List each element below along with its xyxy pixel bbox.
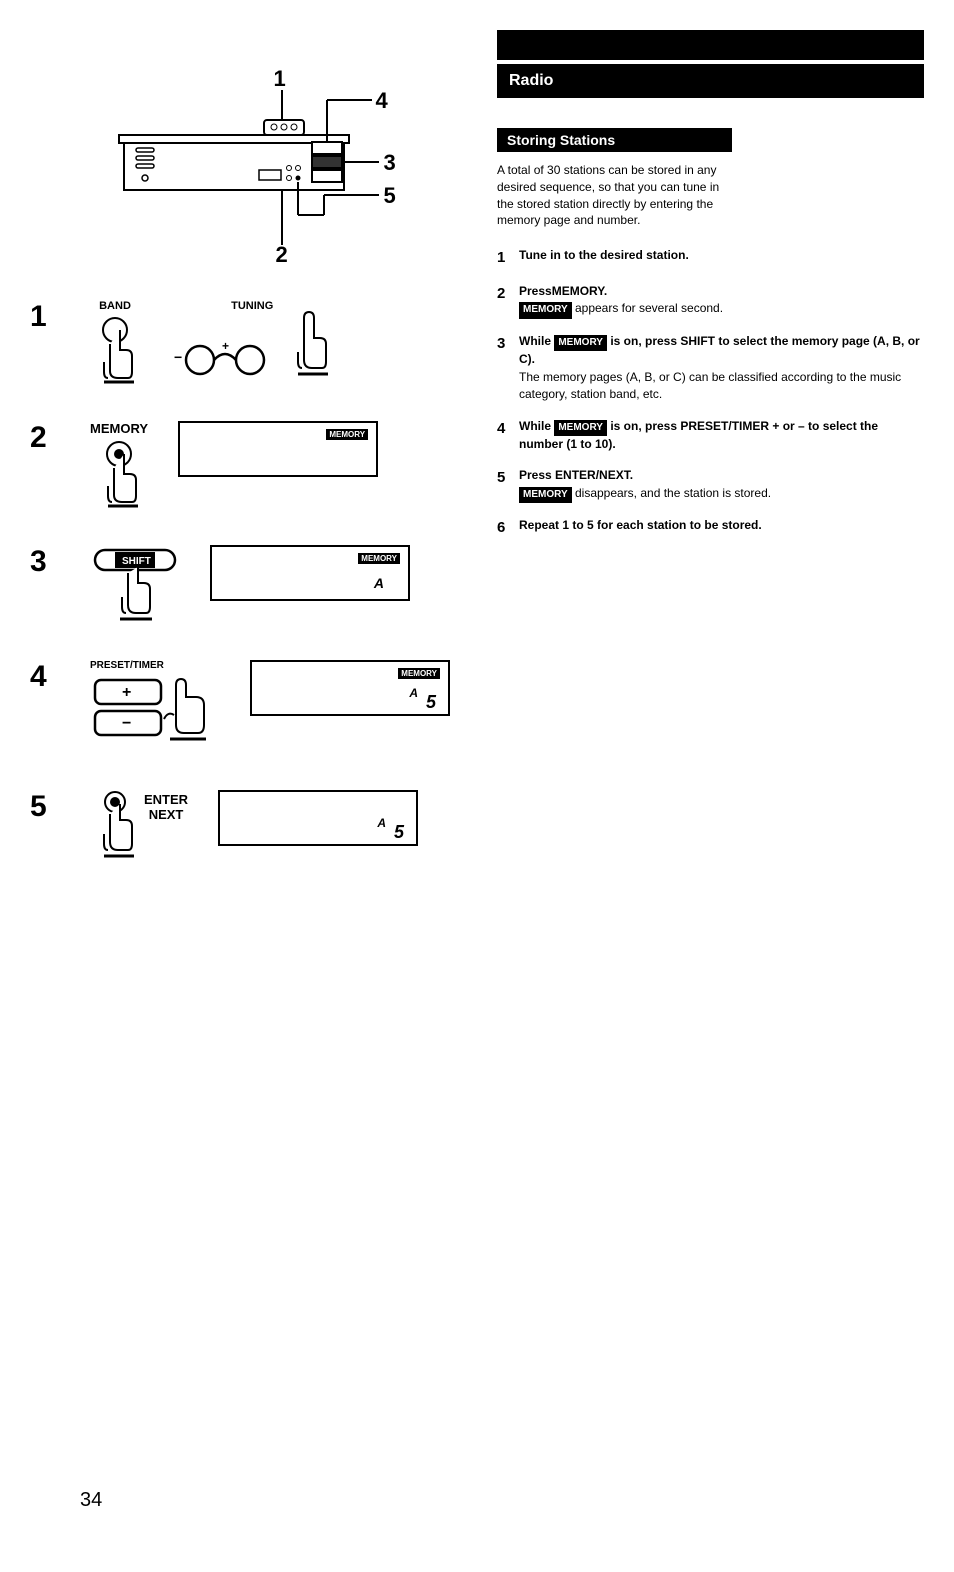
preset-buttons-icon: + − [90,675,220,755]
instruction-item: 3 While MEMORY is on, press SHIFT to sel… [497,333,924,404]
step-num: 2 [30,421,70,455]
callout-3: 3 [384,150,396,176]
shift-button-group: SHIFT [90,545,180,630]
hand-press-icon [284,310,334,380]
instruction-item: 4 While MEMORY is on, press PRESET/TIMER… [497,418,924,454]
step-2: 2 MEMORY MEMORY [30,421,457,515]
display-preset-number: 5 [426,692,436,713]
inst-rest: appears for several second. [572,301,723,315]
tuning-button-group: TUNING − + [170,300,334,385]
inst-pre: While [519,419,554,433]
left-column: 1 4 3 5 2 1 BAND TUNING [30,20,477,1542]
memory-indicator: MEMORY [358,553,400,564]
memory-badge-inline: MEMORY [554,335,607,352]
svg-text:SHIFT: SHIFT [122,556,151,567]
hand-press-icon [90,790,140,860]
enter-button-group: ENTER NEXT [90,790,188,860]
display-box: MEMORY A 5 [250,660,450,716]
inst-bold: Repeat 1 to 5 for each station to be sto… [519,518,762,532]
shift-button-icon: SHIFT [90,545,180,625]
step-4: 4 PRESET/TIMER + − MEMORY [30,660,457,760]
inst-num: 4 [497,418,519,454]
inst-num: 5 [497,467,519,503]
right-column: Radio Storing Stations A total of 30 sta… [477,20,924,1542]
instruction-list: 1 Tune in to the desired station. 2 Pres… [497,247,924,539]
inst-num: 6 [497,517,519,539]
band-label: BAND [90,300,140,312]
header-black-strip [497,30,924,60]
svg-text:+: + [122,684,131,701]
instruction-item: 1 Tune in to the desired station. [497,247,924,269]
inst-bold: Press ENTER/NEXT. [519,468,633,482]
memory-indicator: MEMORY [398,668,440,679]
next-label: NEXT [144,807,188,822]
display-page-letter: A [374,575,384,591]
memory-badge-inline: MEMORY [519,302,572,319]
tuning-knobs-icon: − + [170,340,280,380]
inst-pre: While [519,334,554,348]
callout-4: 4 [376,88,388,114]
callout-5: 5 [384,183,396,209]
page-number: 34 [80,1489,102,1512]
step-num: 1 [30,300,70,334]
memory-label: MEMORY [90,421,148,436]
svg-text:−: − [122,715,131,732]
memory-indicator: MEMORY [326,429,368,440]
step-1: 1 BAND TUNING − [30,300,457,391]
instruction-item: 2 PressMEMORY. MEMORY appears for severa… [497,283,924,319]
enter-label: ENTER [144,792,188,807]
subsection-block: Storing Stations A total of 30 stations … [497,128,924,539]
callout-2: 2 [276,242,288,268]
instruction-item: 6 Repeat 1 to 5 for each station to be s… [497,517,924,539]
display-page-letter: A [377,816,386,830]
inst-bold: PressMEMORY. [519,284,607,298]
section-title: Radio [497,64,924,98]
inst-num: 1 [497,247,519,269]
memory-badge-inline: MEMORY [554,420,607,437]
preset-label: PRESET/TIMER [90,660,220,671]
callout-1: 1 [274,66,286,92]
step-num: 4 [30,660,70,694]
step-3: 3 SHIFT MEMORY A [30,545,457,630]
display-box: MEMORY A [210,545,410,601]
memory-button-group: MEMORY [90,421,148,515]
inst-bold: Tune in to the desired station. [519,248,689,262]
subsection-title: Storing Stations [497,128,732,152]
display-page-letter: A [409,686,418,700]
svg-text:+: + [222,340,229,353]
band-button-group: BAND [90,300,140,391]
inst-rest: The memory pages (A, B, or C) can be cla… [519,370,901,401]
hand-press-icon [94,440,144,510]
inst-num: 2 [497,283,519,319]
hand-press-icon [90,316,140,386]
display-box: MEMORY [178,421,378,477]
device-svg [64,60,424,260]
memory-badge-inline: MEMORY [519,487,572,504]
display-box: A 5 [218,790,418,846]
step-num: 3 [30,545,70,579]
instruction-item: 5 Press ENTER/NEXT. MEMORY disappears, a… [497,467,924,503]
step-num: 5 [30,790,70,824]
display-preset-number: 5 [394,822,404,843]
device-diagram: 1 4 3 5 2 [64,60,424,260]
inst-num: 3 [497,333,519,404]
intro-text: A total of 30 stations can be stored in … [497,162,732,229]
svg-text:−: − [174,349,182,365]
preset-button-group: PRESET/TIMER + − [90,660,220,760]
step-5: 5 ENTER NEXT A [30,790,457,860]
inst-rest: disappears, and the station is stored. [572,486,771,500]
